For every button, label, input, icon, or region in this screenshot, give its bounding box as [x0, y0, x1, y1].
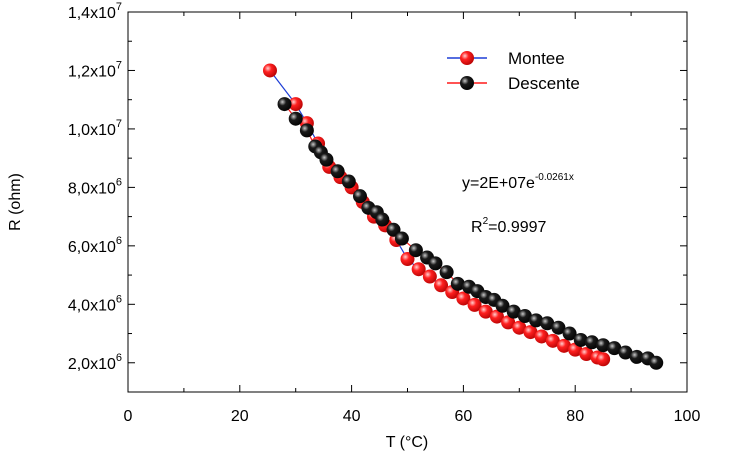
legend-label-montee: Montee [508, 49, 565, 68]
data-point-montee [579, 347, 594, 361]
data-point-descente [629, 349, 644, 364]
data-point-descente [386, 222, 401, 237]
data-point-montee [512, 320, 527, 335]
data-point-descente [450, 276, 465, 291]
series-descente [277, 97, 664, 370]
data-point-descente [506, 304, 521, 319]
data-point-descente [408, 243, 423, 258]
y-tick-labels: 2,0x106 4,0x106 6,0x106 8,0x106 1,0x107 1,2x1… [68, 1, 122, 373]
data-point-montee [489, 309, 504, 324]
y-tick-label: 2,0x106 [68, 352, 122, 373]
x-tick-labels: 0 20 40 60 80 100 [124, 408, 701, 425]
data-point-descente [529, 313, 544, 328]
legend-marker-descente [460, 76, 474, 90]
data-point-descente [584, 335, 599, 350]
data-point-descente [573, 332, 588, 347]
data-point-descente [341, 174, 356, 189]
data-point-descente [607, 341, 622, 356]
equation-base: y=2E+07e [462, 175, 535, 192]
data-point-montee [596, 352, 611, 367]
data-point-descente [649, 355, 664, 370]
equation-annotation: y=2E+07e-0.0261x [462, 172, 574, 192]
data-point-descente [517, 309, 532, 323]
series-line-montee [269, 70, 604, 360]
data-point-montee [501, 315, 516, 330]
data-point-descente [428, 256, 443, 271]
data-point-descente [330, 164, 345, 179]
data-point-descente [394, 231, 409, 246]
data-point-descente [596, 338, 611, 353]
x-axis-title: T (°C) [386, 434, 429, 451]
plot-frame [127, 11, 688, 393]
data-point-montee [262, 63, 277, 78]
data-point-descente [319, 152, 334, 167]
r2-exponent: 2 [483, 216, 489, 227]
data-point-descente [288, 111, 303, 126]
data-point-descente [277, 97, 292, 112]
legend-marker-montee [460, 51, 474, 65]
y-tick-label: 4,0x106 [68, 293, 122, 314]
x-tick-label: 80 [566, 408, 584, 425]
y-tick-label: 8,0x106 [68, 176, 122, 197]
data-point-descente [540, 316, 555, 331]
x-tick-label: 60 [455, 408, 473, 425]
data-point-montee [534, 329, 549, 344]
data-point-montee [545, 333, 560, 348]
data-point-montee [456, 291, 471, 306]
axis-ticks [127, 11, 688, 393]
y-tick-label: 1,4x107 [68, 1, 122, 22]
data-point-descente [562, 326, 577, 341]
data-point-descente [299, 123, 314, 138]
x-tick-label: 0 [124, 408, 133, 425]
y-tick-label: 1,2x107 [68, 59, 122, 80]
data-point-descente [551, 320, 566, 335]
equation-exponent: -0.0261x [535, 172, 574, 183]
legend: Montee Descente [447, 49, 580, 93]
data-point-descente [352, 189, 367, 204]
data-point-montee [523, 325, 538, 340]
legend-label-descente: Descente [508, 74, 580, 93]
x-tick-label: 100 [674, 408, 701, 425]
r2-annotation: R2=0.9997 [471, 216, 547, 236]
data-point-montee [422, 269, 437, 284]
y-axis-title: R (ohm) [7, 173, 24, 231]
r2-prefix: R [471, 219, 483, 236]
data-point-descente [439, 265, 454, 280]
data-point-montee [557, 338, 572, 353]
y-tick-label: 1,0x107 [68, 118, 122, 139]
data-point-montee [288, 97, 303, 112]
data-point-descente [375, 212, 390, 227]
data-point-montee [467, 297, 482, 312]
data-point-descente [495, 298, 510, 313]
r2-value: =0.9997 [488, 219, 546, 236]
data-point-montee [400, 252, 415, 266]
data-point-montee [478, 304, 493, 319]
y-tick-label: 6,0x106 [68, 235, 122, 256]
data-point-montee [411, 262, 426, 277]
data-point-montee [434, 278, 449, 293]
x-tick-label: 40 [343, 408, 361, 425]
data-point-descente [618, 345, 633, 360]
x-tick-label: 20 [231, 408, 249, 425]
